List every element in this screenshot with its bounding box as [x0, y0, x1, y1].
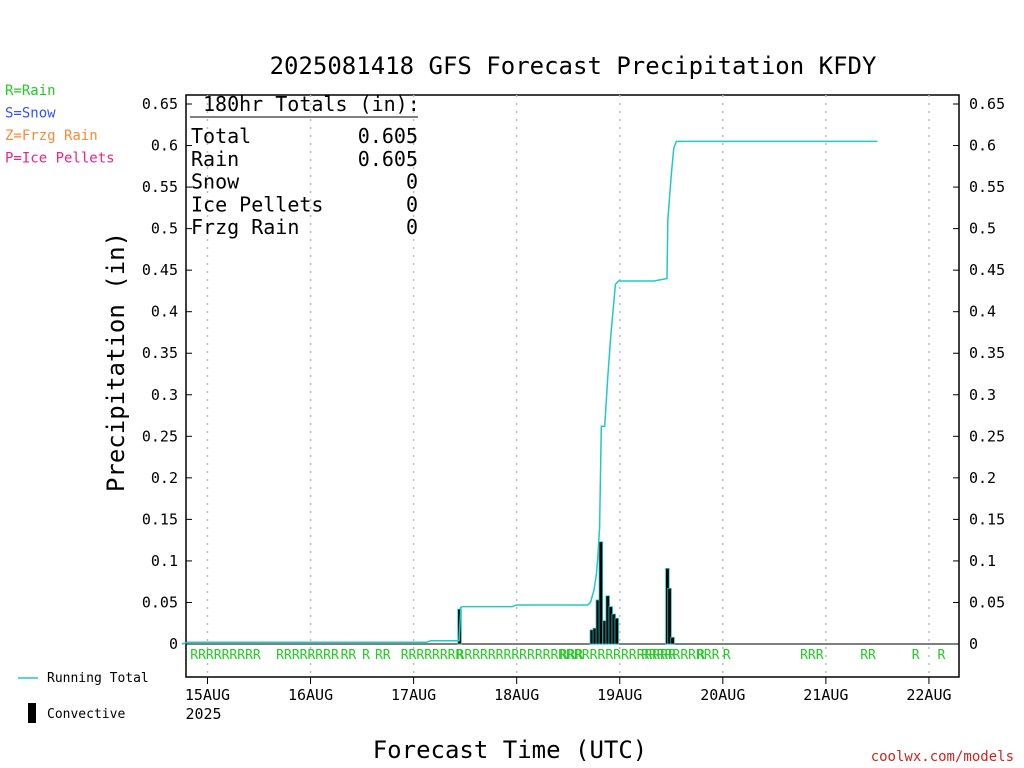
x-tick-label: 17AUG [391, 686, 436, 704]
y-tick-label-left: 0.65 [142, 95, 178, 113]
y-axis-left: 0 0.05 0.1 0.15 0.2 0.25 0.3 0.35 0.4 0.45 0.5 0.55… [142, 95, 192, 653]
ptype-marker: RRRRRRRRRRR [590, 648, 676, 663]
y-tick-label-right: 0.25 [969, 427, 1005, 445]
y-tick-label-left: 0.35 [142, 344, 178, 362]
y-tick-label-right: 0.65 [969, 95, 1005, 113]
totals-row-value: 0.605 [358, 147, 418, 171]
convective-bar [598, 541, 604, 645]
y-tick-label-right: 0.45 [969, 261, 1005, 279]
ptype-markers-row: RRRRRRRRR RRRRRRRR RR R RR RRRRRRRRRRRRRRRRRR… [190, 648, 945, 663]
y-tick-label-left: 0.5 [151, 220, 178, 238]
x-tick-label: 21AUG [803, 686, 848, 704]
y-tick-label-left: 0.1 [151, 552, 178, 570]
ptype-marker: RR [375, 648, 391, 663]
x-tick-label: 22AUG [906, 686, 951, 704]
ptype-marker: RR [860, 648, 876, 663]
x-tick-label: 20AUG [700, 686, 745, 704]
convective-bars [457, 541, 675, 645]
y-tick-label-left: 0.55 [142, 178, 178, 196]
ptype-marker: R [938, 648, 946, 663]
ptype-legend-item: Z=Frzg Rain [5, 128, 98, 144]
credit-text: coolwx.com/models [871, 749, 1014, 765]
y-tick-label-right: 0.15 [969, 510, 1005, 528]
totals-row-label: Rain [191, 147, 239, 171]
y-tick-label-right: 0.3 [969, 386, 996, 404]
convective-bar [667, 587, 672, 645]
y-tick-label-left: 0.45 [142, 261, 178, 279]
x-tick-label: 15AUG [185, 686, 230, 704]
y-tick-label-right: 0 [969, 635, 978, 653]
totals-row-label: Frzg Rain [191, 215, 299, 239]
ptype-marker: RRRRRRRRR [190, 648, 261, 663]
convective-bar [670, 636, 675, 645]
y-tick-label-left: 0.15 [142, 510, 178, 528]
y-axis-title: Precipitation (in) [102, 232, 130, 492]
totals-row-label: Snow [191, 170, 240, 194]
ptype-marker: RRR [800, 648, 824, 663]
totals-row-value: 0 [406, 192, 418, 216]
ptype-legend-item: P=Ice Pellets [5, 151, 115, 167]
bottom-legend: Running Total Convective [18, 671, 149, 723]
x-tick-sublabel: 2025 [185, 705, 221, 723]
grid-lines [206, 95, 930, 677]
y-tick-label-left: 0.05 [142, 593, 178, 611]
running-total-line [181, 140, 878, 645]
y-tick-label-left: 0.2 [151, 469, 178, 487]
y-tick-label-left: 0.4 [151, 303, 178, 321]
ptype-marker: RRRRRRRR [401, 648, 464, 663]
ptype-marker: RR [341, 648, 357, 663]
y-tick-label-left: 0.25 [142, 427, 178, 445]
ptype-marker: RRRRRRRRRRRRRRRRR [457, 648, 590, 663]
y-axis-right: 0 0.05 0.1 0.15 0.2 0.25 0.3 0.35 0.4 0.45 0.5 0.55… [953, 95, 1005, 653]
y-tick-label-left: 0 [169, 635, 178, 653]
y-tick-label-right: 0.4 [969, 303, 996, 321]
ptype-marker: RRR [560, 648, 584, 663]
convective-bar [614, 617, 619, 645]
totals-row-value: 0.605 [358, 124, 418, 148]
ptype-marker: R [697, 648, 705, 663]
y-tick-label-left: 0.3 [151, 386, 178, 404]
ptype-marker: R [723, 648, 731, 663]
totals-box: 180hr Totals (in): Total 0.605 Rain 0.605 Sn… [190, 92, 420, 239]
y-tick-label-right: 0.05 [969, 593, 1005, 611]
precip-type-legend: R=Rain S=Snow Z=Frzg Rain P=Ice Pellets [5, 83, 115, 167]
totals-header: 180hr Totals (in): [203, 92, 420, 116]
x-tick-label: 18AUG [494, 686, 539, 704]
ptype-legend-item: R=Rain [5, 83, 56, 99]
y-tick-label-right: 0.35 [969, 344, 1005, 362]
totals-row-label: Ice Pellets [191, 192, 323, 216]
x-axis-title: Forecast Time (UTC) [373, 736, 648, 764]
x-tick-label: 16AUG [288, 686, 333, 704]
ptype-marker: R [912, 648, 920, 663]
ptype-marker: RRRRRRRRRR [641, 648, 719, 663]
totals-row-value: 0 [406, 215, 418, 239]
plot-frame [185, 94, 960, 678]
totals-row-value: 0 [406, 170, 418, 194]
y-tick-label-left: 0.6 [151, 137, 178, 155]
convective-legend-swatch [28, 703, 36, 723]
y-tick-label-right: 0.2 [969, 469, 996, 487]
ptype-marker: R [362, 648, 370, 663]
chart-title: 2025081418 GFS Forecast Precipitation KF… [270, 52, 877, 80]
ptype-legend-item: S=Snow [5, 106, 56, 122]
y-tick-label-right: 0.1 [969, 552, 996, 570]
x-tick-label: 19AUG [597, 686, 642, 704]
y-tick-label-right: 0.6 [969, 137, 996, 155]
convective-legend-label: Convective [47, 707, 125, 722]
y-tick-label-right: 0.5 [969, 220, 996, 238]
totals-row-label: Total [191, 124, 251, 148]
y-tick-label-right: 0.55 [969, 178, 1005, 196]
running-total-legend-label: Running Total [47, 671, 149, 686]
ptype-marker: RRRRRRRR [276, 648, 339, 663]
